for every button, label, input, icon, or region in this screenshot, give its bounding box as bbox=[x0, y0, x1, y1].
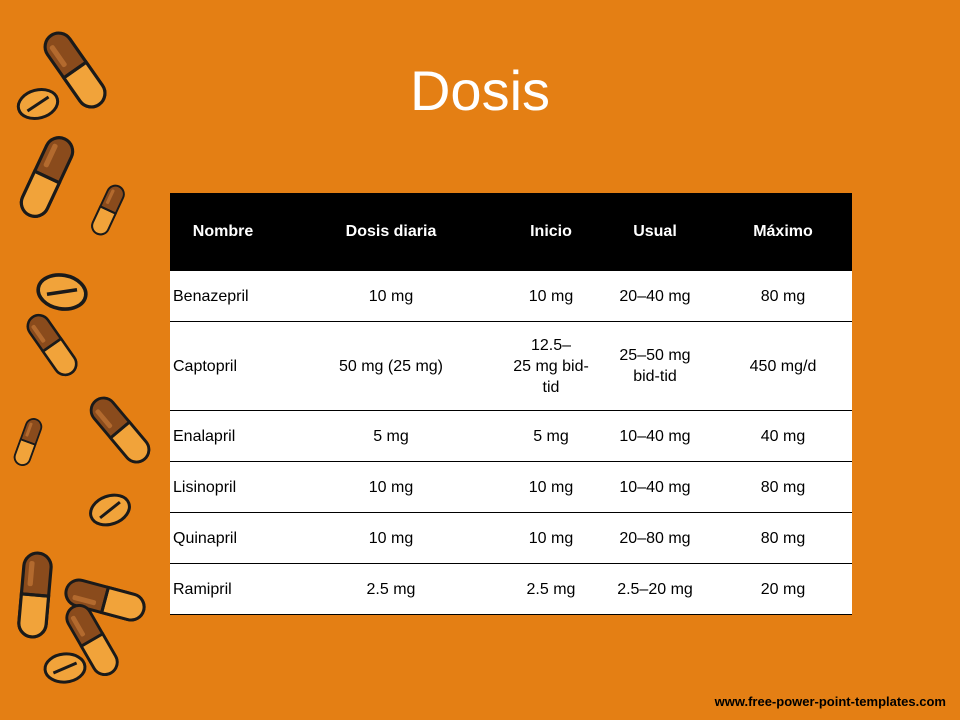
cell-nombre: Enalapril bbox=[170, 410, 276, 462]
cell-dosis-diaria: 2.5 mg bbox=[276, 563, 506, 615]
cell-dosis-diaria: 10 mg bbox=[276, 461, 506, 513]
cell-nombre: Ramipril bbox=[170, 563, 276, 615]
pill-capsule-icon bbox=[15, 131, 79, 223]
header-nombre: Nombre bbox=[170, 193, 276, 271]
cell-inicio: 10 mg bbox=[506, 271, 596, 322]
pill-capsule-icon bbox=[11, 415, 45, 469]
table-row: Quinapril 10 mg 10 mg 20–80 mg 80 mg bbox=[170, 512, 852, 564]
header-inicio: Inicio bbox=[506, 193, 596, 271]
cell-usual: 20–80 mg bbox=[596, 512, 714, 564]
cell-nombre: Benazepril bbox=[170, 271, 276, 322]
cell-maximo: 450 mg/d bbox=[714, 321, 852, 411]
pill-capsule-icon bbox=[16, 550, 54, 640]
table-row: Captopril 50 mg (25 mg) 12.5– 25 mg bid-… bbox=[170, 321, 852, 411]
cell-usual: 2.5–20 mg bbox=[596, 563, 714, 615]
tablet-icon bbox=[42, 650, 88, 686]
cell-inicio: 5 mg bbox=[506, 410, 596, 462]
cell-usual: 10–40 mg bbox=[596, 461, 714, 513]
table-row: Lisinopril 10 mg 10 mg 10–40 mg 80 mg bbox=[170, 461, 852, 513]
dosage-table: Nombre Dosis diaria Inicio Usual Máximo … bbox=[170, 193, 852, 615]
cell-usual: 10–40 mg bbox=[596, 410, 714, 462]
header-dosis-diaria: Dosis diaria bbox=[276, 193, 506, 271]
header-maximo: Máximo bbox=[714, 193, 852, 271]
cell-nombre: Captopril bbox=[170, 321, 276, 411]
cell-dosis-diaria: 10 mg bbox=[276, 512, 506, 564]
table-row: Ramipril 2.5 mg 2.5 mg 2.5–20 mg 20 mg bbox=[170, 563, 852, 615]
cell-maximo: 40 mg bbox=[714, 410, 852, 462]
cell-dosis-diaria: 50 mg (25 mg) bbox=[276, 321, 506, 411]
cell-inicio: 12.5– 25 mg bid- tid bbox=[506, 321, 596, 411]
header-usual: Usual bbox=[596, 193, 714, 271]
table-row: Benazepril 10 mg 10 mg 20–40 mg 80 mg bbox=[170, 271, 852, 322]
pill-capsule-icon bbox=[84, 391, 156, 469]
cell-maximo: 80 mg bbox=[714, 512, 852, 564]
cell-nombre: Lisinopril bbox=[170, 461, 276, 513]
cell-nombre: Quinapril bbox=[170, 512, 276, 564]
slide-title: Dosis bbox=[409, 59, 551, 122]
cell-inicio: 10 mg bbox=[506, 461, 596, 513]
cell-maximo: 80 mg bbox=[714, 271, 852, 322]
footer-url: www.free-power-point-templates.com bbox=[714, 694, 946, 709]
cell-maximo: 80 mg bbox=[714, 461, 852, 513]
tablet-icon bbox=[33, 269, 91, 315]
pill-capsule-icon bbox=[88, 181, 128, 239]
cell-usual: 20–40 mg bbox=[596, 271, 714, 322]
cell-dosis-diaria: 10 mg bbox=[276, 271, 506, 322]
cell-usual: 25–50 mg bid-tid bbox=[596, 321, 714, 411]
cell-dosis-diaria: 5 mg bbox=[276, 410, 506, 462]
pill-capsule-icon bbox=[22, 309, 82, 381]
table-header-row: Nombre Dosis diaria Inicio Usual Máximo bbox=[170, 193, 852, 271]
cell-inicio: 10 mg bbox=[506, 512, 596, 564]
cell-inicio: 2.5 mg bbox=[506, 563, 596, 615]
table-row: Enalapril 5 mg 5 mg 10–40 mg 40 mg bbox=[170, 410, 852, 462]
cell-maximo: 20 mg bbox=[714, 563, 852, 615]
tablet-icon bbox=[84, 488, 136, 532]
